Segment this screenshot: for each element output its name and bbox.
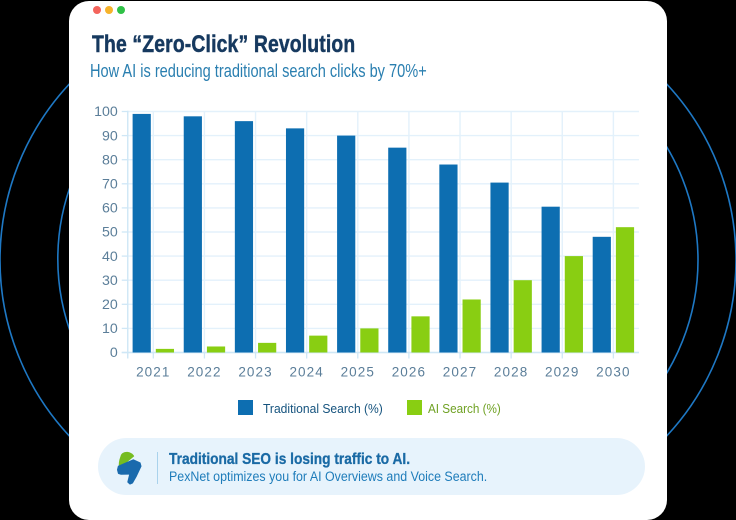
svg-text:2028: 2028 (494, 365, 528, 380)
svg-text:2025: 2025 (341, 365, 375, 380)
svg-text:2026: 2026 (392, 365, 426, 380)
svg-text:2022: 2022 (187, 365, 221, 380)
svg-text:70: 70 (102, 177, 118, 193)
svg-text:2029: 2029 (545, 365, 579, 380)
svg-text:0: 0 (110, 345, 118, 361)
svg-text:2024: 2024 (289, 365, 323, 380)
svg-text:2021: 2021 (136, 365, 170, 380)
svg-text:30: 30 (102, 273, 118, 289)
svg-text:10: 10 (102, 321, 118, 337)
svg-text:50: 50 (102, 225, 118, 241)
svg-text:90: 90 (102, 128, 118, 144)
svg-text:80: 80 (102, 152, 118, 168)
svg-text:60: 60 (102, 201, 118, 217)
svg-text:2023: 2023 (238, 365, 272, 380)
svg-text:2030: 2030 (596, 365, 630, 380)
svg-text:100: 100 (94, 104, 118, 120)
svg-text:40: 40 (102, 249, 118, 265)
svg-text:2027: 2027 (443, 365, 477, 380)
svg-text:20: 20 (102, 297, 118, 313)
